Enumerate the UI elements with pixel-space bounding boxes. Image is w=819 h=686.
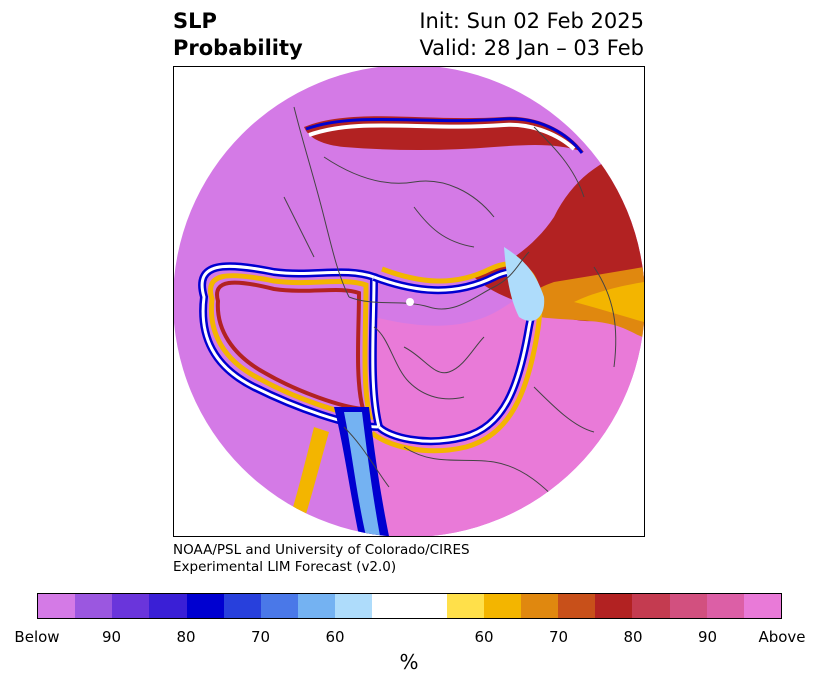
- colorbar-segment: [669, 594, 707, 618]
- colorbar-tick-label: 60: [474, 628, 494, 646]
- colorbar-segment: [372, 594, 447, 618]
- colorbar-segment: [335, 594, 373, 618]
- coastlines: [283, 106, 617, 508]
- colorbar-segment: [632, 594, 670, 618]
- forecast-dates: Init: Sun 02 Feb 2025 Valid: 28 Jan – 03…: [419, 8, 644, 62]
- colorbar-tick-label: 80: [176, 628, 196, 646]
- colorbar-tick-label: 90: [101, 628, 122, 646]
- title-quantity: Probability: [173, 36, 303, 60]
- probability-field: [174, 67, 644, 536]
- colorbar-tick-label: 90: [697, 628, 718, 646]
- colorbar-segment: [595, 594, 633, 618]
- colorbar-tick-label: Below: [14, 628, 60, 646]
- colorbar-segment: [223, 594, 261, 618]
- pole-marker: [406, 298, 414, 306]
- credit-source: NOAA/PSL and University of Colorado/CIRE…: [173, 542, 470, 558]
- colorbar-segment: [298, 594, 336, 618]
- colorbar-tick-label: 70: [548, 628, 569, 646]
- map-credit: NOAA/PSL and University of Colorado/CIRE…: [173, 542, 470, 576]
- polar-map: [173, 66, 645, 537]
- colorbar-segment: [38, 594, 76, 618]
- colorbar-segment: [446, 594, 484, 618]
- colorbar-segment: [260, 594, 299, 618]
- init-date: Init: Sun 02 Feb 2025: [419, 9, 644, 33]
- title-variable: SLP: [173, 9, 217, 33]
- colorbar-segment: [706, 594, 744, 618]
- colorbar-tick-label: 60: [325, 628, 345, 646]
- credit-model: Experimental LIM Forecast (v2.0): [173, 559, 397, 575]
- probability-map-svg: [174, 67, 644, 536]
- colorbar-segment: [186, 594, 224, 618]
- colorbar-segment: [149, 594, 187, 618]
- colorbar-segment: [75, 594, 113, 618]
- colorbar-segment: [483, 594, 522, 618]
- probability-colorbar: [37, 593, 782, 619]
- colorbar-segment: [112, 594, 150, 618]
- colorbar-segment: [521, 594, 559, 618]
- colorbar-tick-label: Above: [758, 628, 806, 646]
- colorbar-tick-label: 80: [623, 628, 643, 646]
- map-title: SLP Probability: [173, 8, 303, 62]
- colorbar-segment: [743, 594, 782, 618]
- colorbar-segment: [558, 594, 596, 618]
- colorbar-unit: %: [399, 650, 419, 674]
- colorbar-tick-label: 70: [250, 628, 271, 646]
- valid-range: Valid: 28 Jan – 03 Feb: [419, 36, 644, 60]
